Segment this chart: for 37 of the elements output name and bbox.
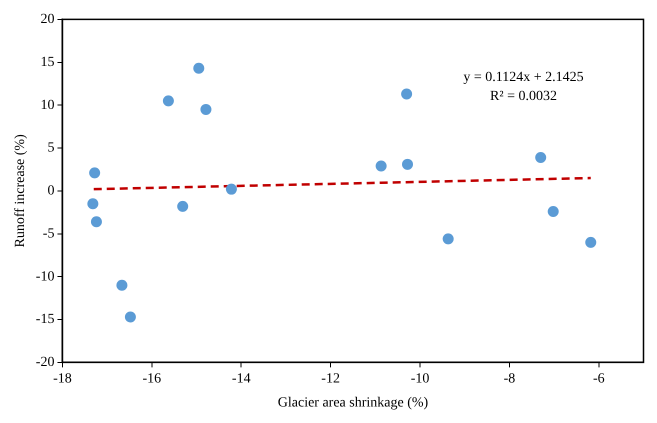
point bbox=[401, 88, 412, 100]
x-tick-label: -6 bbox=[592, 371, 605, 386]
x-tick-label: -12 bbox=[321, 371, 340, 386]
y-tick-label: 15 bbox=[40, 54, 54, 70]
y-tick-label: 5 bbox=[47, 140, 54, 156]
annotation: R² = 0.0032 bbox=[490, 89, 557, 104]
x-tick-label: -14 bbox=[232, 371, 251, 386]
point bbox=[177, 200, 188, 212]
y-tick-label: -15 bbox=[36, 312, 54, 328]
point bbox=[200, 104, 212, 115]
annotation: y = 0.1124x + 2.1425 bbox=[463, 70, 584, 86]
point bbox=[87, 198, 98, 210]
y-tick-label: -20 bbox=[36, 355, 54, 370]
x-axis-title: Glacier area shrinkage (%) bbox=[278, 395, 429, 410]
y-tick-label: 20 bbox=[40, 12, 54, 28]
point bbox=[535, 152, 546, 163]
y-tick-label: -5 bbox=[42, 226, 54, 242]
x-tick-label: -16 bbox=[142, 371, 162, 386]
x-tick-label: -18 bbox=[53, 371, 72, 386]
point bbox=[162, 95, 174, 106]
x-tick-label: -8 bbox=[504, 371, 516, 386]
y-tick-label: 10 bbox=[40, 98, 54, 113]
point bbox=[442, 233, 454, 244]
point bbox=[90, 216, 102, 228]
point bbox=[124, 311, 136, 322]
point bbox=[193, 62, 204, 74]
point bbox=[116, 280, 128, 291]
y-tick-label: -10 bbox=[36, 269, 54, 284]
point bbox=[89, 167, 100, 178]
point bbox=[376, 160, 387, 172]
point bbox=[402, 158, 414, 170]
y-tick-label: 0 bbox=[47, 184, 54, 199]
y-axis-title: Runoff increase (%) bbox=[13, 134, 28, 248]
x-tick-label: -10 bbox=[410, 371, 430, 386]
point bbox=[548, 206, 559, 217]
point bbox=[226, 184, 237, 195]
point bbox=[585, 236, 596, 248]
